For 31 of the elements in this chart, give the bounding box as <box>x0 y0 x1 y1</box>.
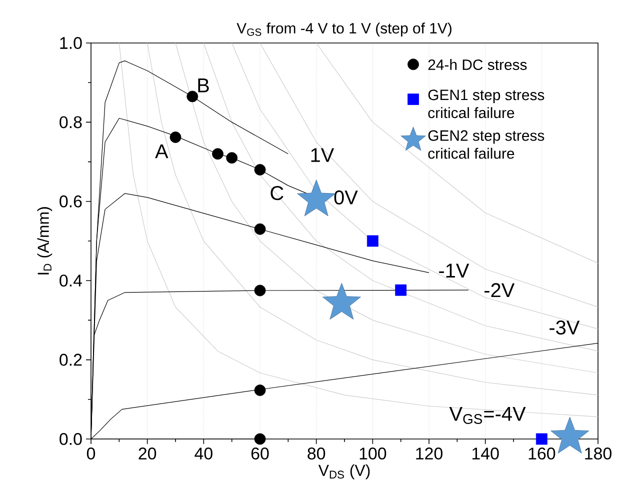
annotation: 1V <box>311 148 334 162</box>
annotation: -2V <box>484 283 515 298</box>
x-axis-title: V$_{DS}$ (V) <box>318 464 370 480</box>
chart-title: V$_{GS}$ from -4 V to 1 V (step of 1V) <box>236 22 452 36</box>
x-tick-label: 80 <box>308 448 326 460</box>
y-tick-label: 0.8 <box>60 116 82 128</box>
y-axis-title: I$_{D}$ (A/mm) <box>37 207 52 274</box>
x-tick-label: 20 <box>138 448 156 460</box>
y-tick-label: 0.4 <box>60 274 82 287</box>
legend-label: 24-h DC stress <box>428 59 527 70</box>
annotation: 0V <box>334 190 358 204</box>
y-tick-label: 0.0 <box>60 433 82 445</box>
annotation: V$_{GS}$=-4V <box>449 407 526 424</box>
x-tick-label: 40 <box>194 448 212 460</box>
legend-label: GEN1 step stress critical failure <box>428 90 544 118</box>
annotation: B <box>198 78 209 92</box>
y-tick-label: 0.6 <box>60 195 82 208</box>
x-tick-label: 0 <box>86 448 96 460</box>
annotation: A <box>155 144 168 158</box>
legend-label: GEN2 step stress critical failure <box>428 130 544 159</box>
x-tick-label: 180 <box>585 448 612 460</box>
x-tick-label: 160 <box>528 448 556 460</box>
x-tick-label: 60 <box>251 448 269 460</box>
x-tick-label: 120 <box>416 448 442 460</box>
y-tick-label: 1.0 <box>60 37 82 49</box>
x-tick-label: 140 <box>472 448 499 460</box>
annotation: C <box>270 186 284 200</box>
annotation: -3V <box>550 320 580 335</box>
x-tick-label: 100 <box>360 448 386 460</box>
annotation: -1V <box>439 264 470 278</box>
y-tick-label: 0.2 <box>60 354 82 366</box>
